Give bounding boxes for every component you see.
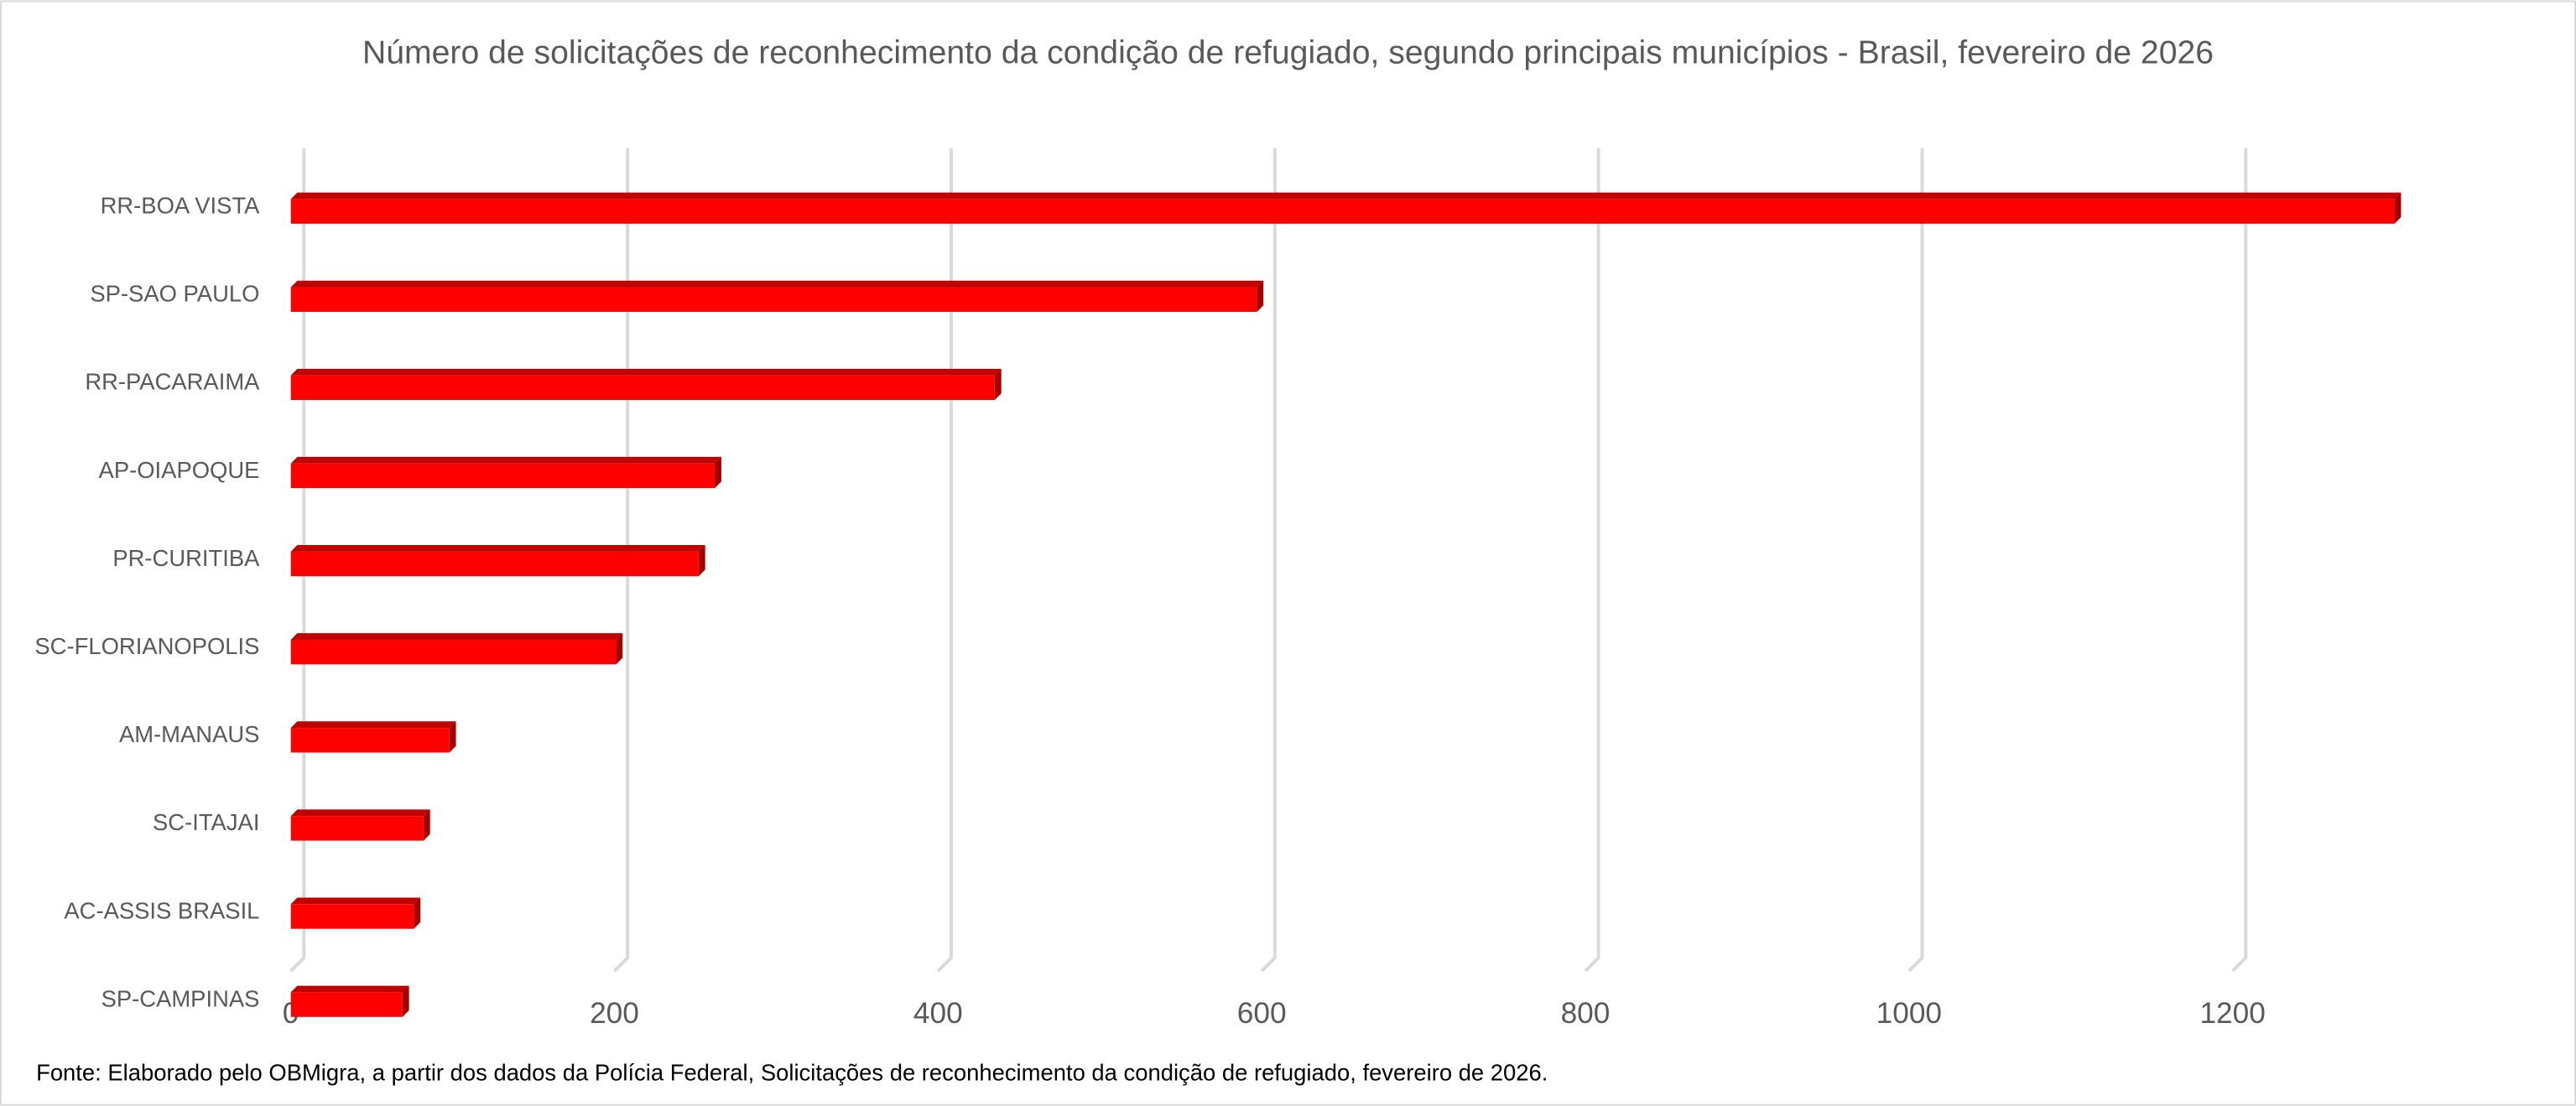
bar-top	[290, 456, 721, 464]
bar	[290, 463, 716, 489]
x-tick-label: 200	[590, 997, 639, 1030]
y-tick-label: SC-FLORIANOPOLIS	[34, 633, 259, 659]
bar-side	[2394, 192, 2402, 224]
bar-side	[414, 897, 421, 929]
bar-side	[1257, 280, 1264, 312]
bar-top	[290, 280, 1264, 288]
y-tick-label: SP-CAMPINAS	[101, 985, 260, 1011]
y-tick-label: RR-BOA VISTA	[101, 192, 261, 218]
bar	[290, 375, 995, 401]
bar-top	[290, 809, 430, 817]
bar-side	[423, 809, 430, 841]
source-note: Fonte: Elaborado pelo OBMigra, a partir …	[36, 1060, 1548, 1086]
x-tick-label: 400	[913, 997, 963, 1030]
bar	[290, 816, 424, 841]
x-tick-label: 800	[1561, 997, 1611, 1030]
bar	[290, 904, 414, 929]
x-tick-label: 1000	[1876, 997, 1942, 1030]
bar-top	[290, 368, 1002, 376]
bar-top	[290, 721, 456, 729]
bar-top	[290, 545, 705, 552]
grid-line	[1907, 148, 1924, 973]
bar-side	[449, 721, 456, 753]
bar-top	[290, 633, 623, 640]
grid-line	[1584, 148, 1600, 973]
bar-side	[698, 545, 705, 577]
bar	[290, 287, 1257, 312]
y-tick-label: PR-CURITIBA	[112, 545, 260, 571]
grid-line	[2231, 148, 2248, 973]
bar-side	[715, 456, 721, 489]
bar-side	[402, 985, 409, 1017]
y-tick-label: AP-OIAPOQUE	[99, 457, 260, 483]
bar	[290, 551, 699, 577]
y-tick-label: AC-ASSIS BRASIL	[64, 897, 259, 923]
bar-top	[290, 192, 2402, 200]
bar-side	[994, 368, 1002, 401]
bar	[290, 728, 450, 753]
bar-side	[616, 633, 623, 665]
y-tick-label: AM-MANAUS	[119, 721, 260, 747]
grid-line	[1260, 148, 1277, 973]
x-tick-label: 600	[1237, 997, 1287, 1030]
y-tick-label: RR-PACARAIMA	[85, 369, 260, 395]
chart-title: Número de solicitações de reconhecimento…	[362, 34, 2214, 70]
bar	[290, 199, 2395, 224]
grid-line	[289, 148, 306, 973]
x-tick-label: 1200	[2199, 997, 2265, 1030]
y-tick-label: SP-SAO PAULO	[90, 281, 259, 307]
bar	[290, 639, 617, 665]
grid-line	[613, 148, 630, 973]
bar	[290, 992, 403, 1017]
bar-top	[290, 985, 409, 993]
grid-line	[936, 148, 953, 973]
bar-top	[290, 897, 421, 905]
y-tick-label: SC-ITAJAI	[153, 809, 259, 835]
